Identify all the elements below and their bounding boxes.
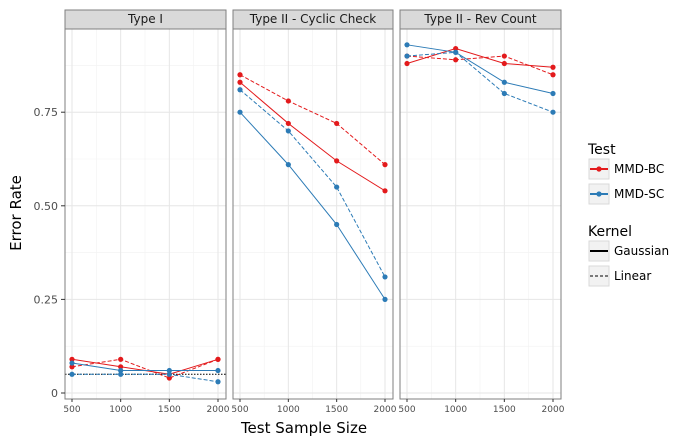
x-tick-label: 1500 <box>325 405 348 415</box>
series-line-mmd-sc-gaussian <box>71 362 218 372</box>
panel-title: Type I <box>127 12 163 26</box>
data-point-mmd-bc-gaussian <box>453 45 459 52</box>
x-axis-title: Test Sample Size <box>240 419 367 437</box>
data-point-mmd-sc-gaussian <box>404 42 410 48</box>
panel-1: Type I 500 1000 1500 2000 <box>63 9 230 415</box>
data-point-mmd-bc-gaussian <box>69 356 75 362</box>
data-point-mmd-bc-gaussian <box>501 60 507 67</box>
data-point-mmd-sc-linear <box>382 274 388 280</box>
series-line-mmd-bc-linear <box>406 55 554 76</box>
legend-title-kernel: Kernel <box>588 224 632 240</box>
data-point-mmd-sc-gaussian <box>237 109 243 115</box>
y-tick-label: 0.75 <box>34 106 59 119</box>
x-tick-label: 500 <box>398 405 415 415</box>
x-tick-label: 500 <box>63 405 80 415</box>
y-tick-label: 0 <box>51 387 58 400</box>
data-point-mmd-sc-linear <box>118 371 124 377</box>
y-tick-label: 0.25 <box>34 293 59 306</box>
panel-title: Type II - Rev Count <box>423 12 536 26</box>
legend: Test MMD-BC MMD-SC Kernel Gaussian Linear <box>587 142 669 287</box>
x-tick-label: 500 <box>231 405 248 415</box>
x-tick-label: 1000 <box>109 405 132 415</box>
x-tick-label: 1500 <box>493 405 516 415</box>
data-point-mmd-sc-linear <box>237 87 243 93</box>
data-point-mmd-bc-gaussian <box>118 364 124 370</box>
data-point-mmd-sc-linear <box>285 128 291 134</box>
legend-key-point <box>596 166 602 172</box>
series-line-mmd-sc-gaussian <box>406 44 554 94</box>
data-point-mmd-sc-gaussian <box>382 296 388 302</box>
series-line-mmd-bc-gaussian <box>239 81 386 192</box>
panel-border <box>64 28 227 400</box>
series-line-mmd-sc-linear <box>72 373 219 383</box>
x-tick-label: 1000 <box>444 405 467 415</box>
x-tick-label: 2000 <box>374 405 397 415</box>
data-point-mmd-bc-gaussian <box>237 79 243 85</box>
data-point-mmd-bc-linear <box>550 72 556 78</box>
data-point-mmd-sc-linear <box>404 53 410 59</box>
legend-label-mmd-bc: MMD-BC <box>614 162 664 176</box>
data-point-mmd-sc-gaussian <box>215 367 221 374</box>
data-point-mmd-bc-linear <box>334 120 340 127</box>
data-point-mmd-bc-linear <box>166 375 172 381</box>
data-point-mmd-sc-linear <box>69 371 75 377</box>
series-line-mmd-sc-linear <box>239 89 386 278</box>
legend-label-gaussian: Gaussian <box>614 244 669 258</box>
data-point-mmd-sc-linear <box>501 90 507 97</box>
series-line-mmd-sc-gaussian <box>239 111 386 300</box>
panel-background <box>400 29 561 399</box>
data-point-mmd-sc-linear <box>550 109 556 115</box>
data-point-mmd-bc-linear <box>453 57 459 63</box>
data-point-mmd-bc-linear <box>285 98 291 104</box>
data-point-mmd-sc-gaussian <box>285 162 291 168</box>
x-tick-label: 2000 <box>207 405 230 415</box>
panel-title: Type II - Cyclic Check <box>249 12 377 26</box>
y-axis-title: Error Rate <box>7 175 25 251</box>
data-point-mmd-sc-linear <box>166 371 172 377</box>
legend-label-linear: Linear <box>614 269 651 283</box>
data-point-mmd-sc-linear <box>215 379 221 385</box>
x-tick-label: 1500 <box>158 405 181 415</box>
data-point-mmd-bc-linear <box>215 356 221 362</box>
panel-3: Type II - Rev Count 500 1000 1500 2000 <box>398 9 565 415</box>
y-axis: 0 0.25 0.50 0.75 <box>34 106 65 400</box>
series-line-mmd-bc-linear <box>71 358 219 379</box>
x-tick-label: 1000 <box>277 405 300 415</box>
data-point-mmd-bc-linear <box>69 364 75 370</box>
data-point-mmd-sc-gaussian <box>69 360 75 366</box>
series-line-mmd-bc-linear <box>239 74 386 165</box>
data-point-mmd-bc-gaussian <box>285 120 291 127</box>
data-point-mmd-bc-linear <box>382 162 388 168</box>
x-tick-label: 2000 <box>542 405 565 415</box>
legend-key-point <box>596 191 602 197</box>
data-point-mmd-bc-linear <box>501 53 507 59</box>
series-line-mmd-sc-linear <box>406 51 554 113</box>
data-point-mmd-sc-gaussian <box>550 90 556 97</box>
data-point-mmd-bc-gaussian <box>334 158 340 164</box>
data-point-mmd-sc-linear <box>334 184 340 190</box>
data-point-mmd-bc-gaussian <box>382 188 388 194</box>
panel-border <box>399 28 562 400</box>
data-point-mmd-sc-gaussian <box>334 221 340 228</box>
panel-background <box>65 29 226 399</box>
y-tick-label: 0.50 <box>34 200 59 213</box>
data-point-mmd-sc-gaussian <box>118 367 124 374</box>
legend-key-box <box>588 265 610 287</box>
data-point-mmd-bc-linear <box>118 356 124 362</box>
data-point-mmd-bc-linear <box>237 72 243 78</box>
data-point-mmd-sc-gaussian <box>166 367 172 374</box>
data-point-mmd-sc-linear <box>453 49 459 55</box>
panel-background <box>233 29 393 399</box>
panel-2: Type II - Cyclic Check 500 1000 1500 2000 <box>231 9 397 415</box>
legend-label-mmd-sc: MMD-SC <box>614 187 664 201</box>
data-point-mmd-sc-gaussian <box>501 79 507 85</box>
panel-border <box>232 28 394 400</box>
data-point-mmd-bc-gaussian <box>550 64 556 70</box>
data-point-mmd-bc-gaussian <box>404 60 410 67</box>
legend-title-test: Test <box>587 142 616 158</box>
